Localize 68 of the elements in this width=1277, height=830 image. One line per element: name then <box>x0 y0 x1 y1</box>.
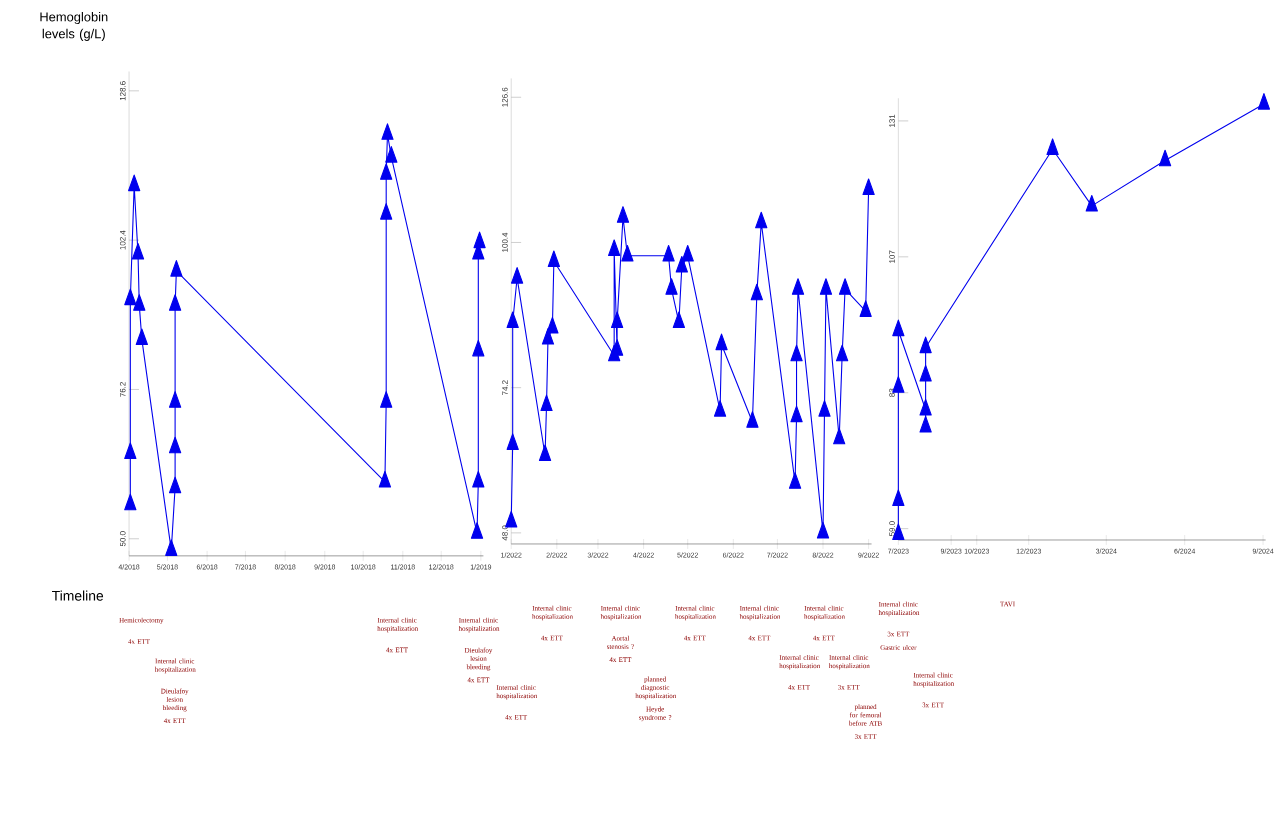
point <box>672 311 686 329</box>
point <box>506 433 519 450</box>
point <box>510 267 524 284</box>
point <box>168 294 182 311</box>
point <box>472 339 485 357</box>
point <box>818 400 831 417</box>
point <box>168 391 182 408</box>
point <box>681 244 694 262</box>
point <box>892 319 905 337</box>
point <box>128 174 141 192</box>
point <box>473 231 486 249</box>
point <box>788 472 802 489</box>
point <box>790 405 803 423</box>
point <box>378 470 392 488</box>
point <box>385 146 398 163</box>
point <box>381 123 394 140</box>
point <box>919 364 932 382</box>
point <box>1085 195 1098 212</box>
point <box>380 391 393 408</box>
point <box>124 288 137 306</box>
point <box>608 239 621 257</box>
point <box>838 278 852 295</box>
text: Timeline <box>52 590 104 601</box>
point <box>746 411 759 428</box>
point <box>547 250 561 268</box>
point <box>380 203 393 220</box>
point <box>165 539 178 556</box>
y-axis-title: Hemoglobin levels (g/L) <box>40 12 108 41</box>
point <box>662 244 675 262</box>
point <box>540 394 553 412</box>
point <box>472 470 485 488</box>
point <box>1158 149 1172 167</box>
point <box>1257 93 1271 110</box>
point <box>1046 138 1059 156</box>
point <box>790 344 803 362</box>
point <box>168 476 182 494</box>
point <box>750 283 763 301</box>
point <box>675 256 688 273</box>
point <box>170 260 183 277</box>
point <box>919 336 932 354</box>
point <box>892 489 905 507</box>
point <box>616 206 630 223</box>
point <box>124 442 137 460</box>
point <box>713 400 727 417</box>
point <box>859 300 872 317</box>
point <box>833 427 846 445</box>
point <box>715 333 728 351</box>
point <box>506 311 519 329</box>
point <box>380 163 393 180</box>
point <box>610 311 624 329</box>
point <box>919 415 932 433</box>
point <box>546 317 559 334</box>
point <box>538 444 552 462</box>
point <box>665 278 678 295</box>
point <box>791 278 805 295</box>
point <box>621 244 634 262</box>
point <box>133 294 146 311</box>
point <box>470 522 484 539</box>
point <box>131 243 145 260</box>
point <box>819 278 833 295</box>
point <box>124 493 137 511</box>
point <box>836 344 849 362</box>
point <box>168 436 182 454</box>
point <box>862 178 875 196</box>
point <box>919 398 932 416</box>
point <box>135 328 148 346</box>
point <box>755 211 768 229</box>
point <box>816 522 830 539</box>
